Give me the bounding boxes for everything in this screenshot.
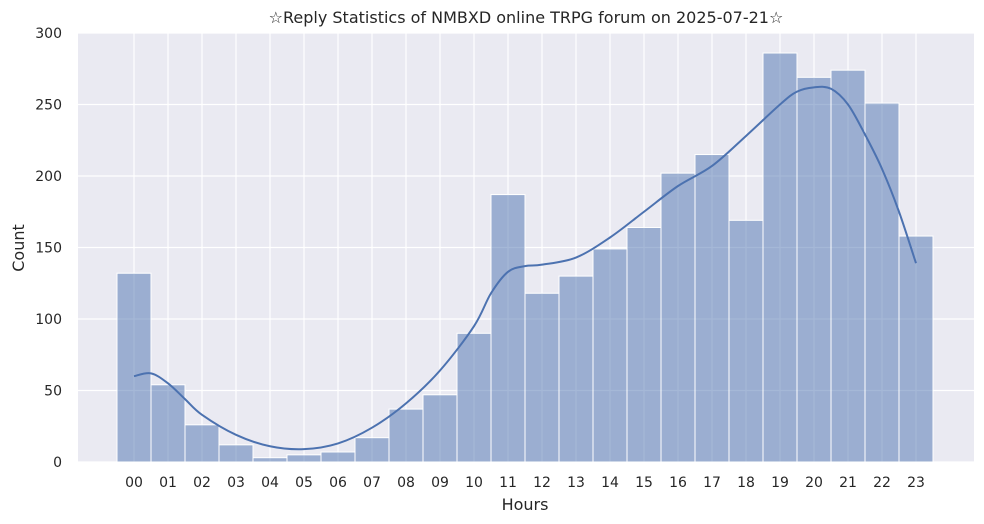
x-tick-label: 14 [601, 475, 619, 491]
y-tick-label: 150 [35, 241, 62, 257]
bar [490, 194, 526, 463]
y-tick-label: 0 [53, 455, 62, 471]
bar [524, 292, 560, 463]
y-tick-label: 50 [44, 384, 62, 400]
x-tick-label: 05 [295, 475, 313, 491]
bar [184, 424, 220, 463]
x-tick-label: 00 [125, 475, 143, 491]
x-tick-label: 23 [907, 475, 925, 491]
y-tick-label: 100 [35, 312, 62, 328]
bar [558, 275, 594, 463]
bar [592, 248, 628, 463]
x-tick-label: 17 [703, 475, 721, 491]
bar [286, 454, 322, 463]
bar [422, 394, 458, 463]
bar [728, 219, 764, 463]
bar [320, 451, 356, 463]
x-tick-label: 22 [873, 475, 891, 491]
bar [150, 384, 186, 463]
x-tick-label: 06 [329, 475, 347, 491]
x-tick-label: 15 [635, 475, 653, 491]
x-tick-labels: 00 01 02 03 04 05 06 07 08 09 10 11 12 13 14 15 16 17 18 19… [125, 475, 925, 491]
bar [218, 444, 254, 463]
x-tick-label: 07 [363, 475, 381, 491]
bar [796, 76, 832, 463]
y-axis-label: Count [9, 224, 28, 272]
bars [116, 52, 934, 463]
bar [354, 437, 390, 463]
bar [830, 69, 866, 463]
x-tick-label: 13 [567, 475, 585, 491]
bar [898, 235, 934, 463]
bar [456, 332, 492, 463]
x-tick-label: 01 [159, 475, 177, 491]
x-tick-label: 20 [805, 475, 823, 491]
x-tick-label: 03 [227, 475, 245, 491]
bar [116, 272, 152, 463]
y-tick-label: 250 [35, 98, 62, 114]
x-tick-label: 09 [431, 475, 449, 491]
x-tick-label: 16 [669, 475, 687, 491]
y-tick-label: 300 [35, 26, 62, 42]
bar [660, 172, 696, 463]
bar [864, 102, 900, 463]
bar [694, 154, 730, 463]
x-tick-label: 02 [193, 475, 211, 491]
x-tick-label: 12 [533, 475, 551, 491]
x-tick-label: 10 [465, 475, 483, 491]
bar [762, 52, 798, 463]
x-tick-label: 11 [499, 475, 517, 491]
bar [388, 408, 424, 463]
y-tick-label: 200 [35, 169, 62, 185]
kde-curve [133, 85, 917, 451]
x-tick-label: 04 [261, 475, 279, 491]
y-tick-labels: 0 50 100 150 200 250 300 [35, 26, 62, 471]
x-tick-label: 08 [397, 475, 415, 491]
x-tick-label: 21 [839, 475, 857, 491]
bar [252, 457, 288, 463]
bar [626, 226, 662, 463]
x-axis-label: Hours [502, 495, 549, 514]
x-tick-label: 18 [737, 475, 755, 491]
x-tick-label: 19 [771, 475, 789, 491]
chart-title: ☆Reply Statistics of NMBXD online TRPG f… [269, 8, 784, 27]
